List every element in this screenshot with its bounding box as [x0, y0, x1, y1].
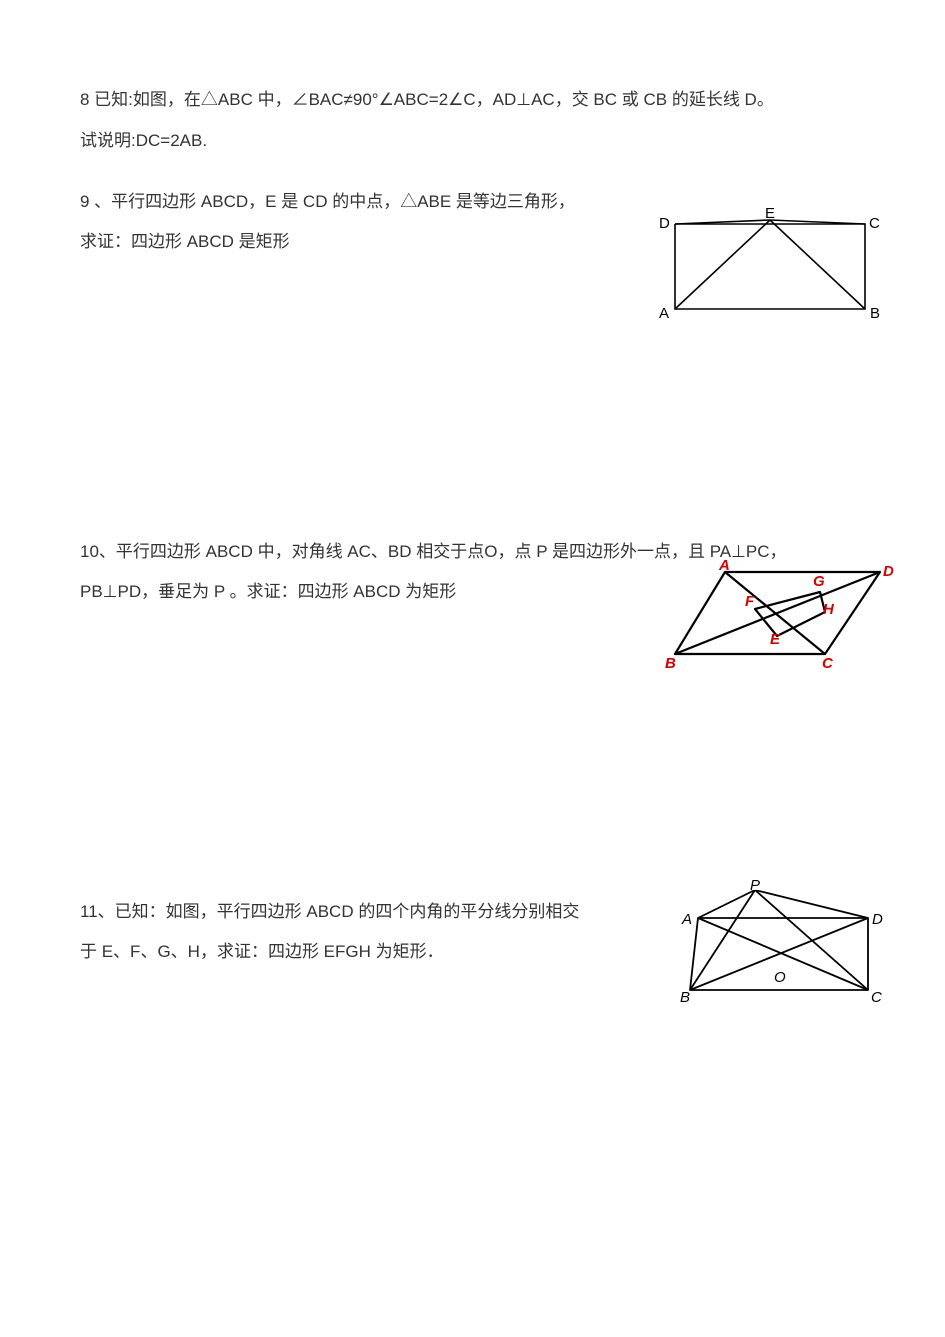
p8-line1: 8 已知:如图，在△ABC 中，∠BAC≠90°∠ABC=2∠C，AD⊥AC，交… — [80, 80, 865, 121]
figure-9-svg — [665, 214, 895, 334]
lbl-H: H — [823, 602, 834, 617]
figure-10-svg — [665, 564, 905, 679]
lbl-E: E — [765, 206, 775, 221]
lbl-A: A — [659, 306, 669, 321]
problem-9: 9 、平行四边形 ABCD，E 是 CD 的中点，△ABE 是等边三角形， 求证… — [80, 182, 865, 322]
problem-8: 8 已知:如图，在△ABC 中，∠BAC≠90°∠ABC=2∠C，AD⊥AC，交… — [80, 80, 865, 162]
page: 8 已知:如图，在△ABC 中，∠BAC≠90°∠ABC=2∠C，AD⊥AC，交… — [0, 0, 945, 1337]
problem-11: 11、已知：如图，平行四边形 ABCD 的四个内角的平分线分别相交 于 E、F、… — [80, 892, 865, 1042]
lbl-G: G — [813, 574, 825, 589]
figure-10: A D B C F E G H — [665, 564, 905, 679]
lbl-C: C — [822, 656, 833, 671]
figure-11-svg — [680, 890, 895, 1020]
lbl-D: D — [659, 216, 670, 231]
lbl-B: B — [680, 990, 690, 1005]
lbl-D: D — [883, 564, 894, 579]
problem-10: 10、平行四边形 ABCD 中，对角线 AC、BD 相交于点O，点 P 是四边形… — [80, 532, 865, 672]
lbl-A: A — [682, 912, 692, 927]
lbl-A: A — [719, 558, 730, 573]
lbl-O: O — [774, 970, 786, 985]
lbl-E: E — [770, 632, 780, 647]
lbl-B: B — [870, 306, 880, 321]
lbl-F: F — [745, 594, 754, 609]
lbl-C: C — [871, 990, 882, 1005]
lbl-C: C — [869, 216, 880, 231]
lbl-B: B — [665, 656, 676, 671]
lbl-D: D — [872, 912, 883, 927]
p8-line2: 试说明:DC=2AB. — [80, 121, 865, 162]
lbl-P: P — [750, 878, 760, 893]
figure-11: P A D B C O — [680, 890, 895, 1020]
figure-9: D E C A B — [665, 214, 895, 334]
